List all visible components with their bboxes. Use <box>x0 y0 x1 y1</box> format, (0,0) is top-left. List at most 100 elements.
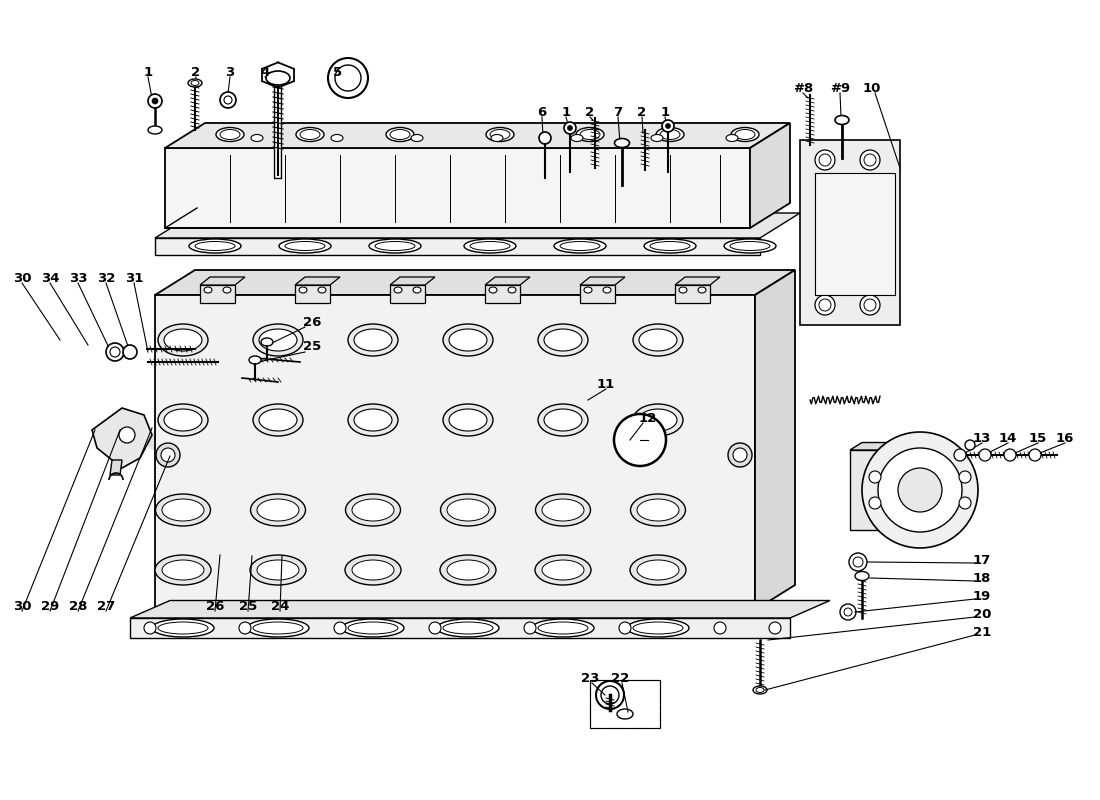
Bar <box>590 680 660 728</box>
Polygon shape <box>485 285 520 303</box>
Circle shape <box>849 553 867 571</box>
Ellipse shape <box>754 686 767 694</box>
Ellipse shape <box>486 127 514 142</box>
Ellipse shape <box>491 134 503 142</box>
Ellipse shape <box>253 404 302 436</box>
Polygon shape <box>675 277 720 285</box>
Ellipse shape <box>538 622 588 634</box>
Ellipse shape <box>251 134 263 142</box>
Ellipse shape <box>257 499 299 521</box>
Polygon shape <box>750 123 790 228</box>
Circle shape <box>862 432 978 548</box>
Ellipse shape <box>390 130 410 139</box>
Ellipse shape <box>490 287 497 293</box>
Text: 1: 1 <box>143 66 153 78</box>
Text: 15: 15 <box>1028 431 1047 445</box>
Circle shape <box>524 622 536 634</box>
Polygon shape <box>130 618 790 638</box>
Text: 2: 2 <box>191 66 200 78</box>
Text: 22: 22 <box>610 671 629 685</box>
Circle shape <box>220 92 236 108</box>
Ellipse shape <box>532 619 594 637</box>
Ellipse shape <box>632 324 683 356</box>
Ellipse shape <box>345 555 401 585</box>
Ellipse shape <box>189 239 241 253</box>
Ellipse shape <box>447 560 490 580</box>
Circle shape <box>662 120 674 132</box>
Polygon shape <box>580 277 625 285</box>
Ellipse shape <box>191 81 199 86</box>
Circle shape <box>614 414 666 466</box>
Ellipse shape <box>615 138 629 147</box>
Text: 17: 17 <box>972 554 991 566</box>
Ellipse shape <box>698 287 706 293</box>
Ellipse shape <box>735 130 755 139</box>
Polygon shape <box>165 148 750 228</box>
Ellipse shape <box>158 324 208 356</box>
Ellipse shape <box>437 619 499 637</box>
Circle shape <box>119 427 135 443</box>
Ellipse shape <box>412 287 421 293</box>
Ellipse shape <box>449 409 487 431</box>
Circle shape <box>728 443 752 467</box>
Ellipse shape <box>732 127 759 142</box>
Ellipse shape <box>627 619 689 637</box>
Ellipse shape <box>261 338 273 346</box>
Text: 25: 25 <box>302 341 321 354</box>
Text: 34: 34 <box>41 271 59 285</box>
Text: 19: 19 <box>972 590 991 602</box>
Polygon shape <box>390 285 425 303</box>
Circle shape <box>336 65 361 91</box>
Polygon shape <box>155 270 795 295</box>
Ellipse shape <box>724 239 776 253</box>
Text: 29: 29 <box>41 599 59 613</box>
Ellipse shape <box>660 130 680 139</box>
Polygon shape <box>130 601 830 618</box>
Ellipse shape <box>223 287 231 293</box>
Text: 11: 11 <box>597 378 615 390</box>
Ellipse shape <box>544 409 582 431</box>
Circle shape <box>619 622 631 634</box>
Ellipse shape <box>508 287 516 293</box>
Text: eurospares: eurospares <box>475 573 704 607</box>
Ellipse shape <box>639 409 676 431</box>
Ellipse shape <box>538 404 588 436</box>
Ellipse shape <box>220 130 240 139</box>
Ellipse shape <box>443 622 493 634</box>
Text: 1: 1 <box>660 106 670 118</box>
Polygon shape <box>165 123 790 148</box>
Ellipse shape <box>630 494 685 526</box>
Circle shape <box>860 150 880 170</box>
Circle shape <box>869 497 881 509</box>
Circle shape <box>564 122 576 134</box>
Ellipse shape <box>470 242 510 250</box>
Circle shape <box>123 345 138 359</box>
Ellipse shape <box>368 239 421 253</box>
Polygon shape <box>295 277 340 285</box>
Circle shape <box>328 58 369 98</box>
Ellipse shape <box>440 555 496 585</box>
Circle shape <box>239 622 251 634</box>
Ellipse shape <box>584 287 592 293</box>
Polygon shape <box>485 277 530 285</box>
Ellipse shape <box>250 555 306 585</box>
Circle shape <box>979 449 991 461</box>
Ellipse shape <box>560 242 600 250</box>
Ellipse shape <box>251 494 306 526</box>
Text: 2: 2 <box>585 106 595 118</box>
Ellipse shape <box>249 356 261 364</box>
Ellipse shape <box>188 79 202 87</box>
Circle shape <box>844 608 852 616</box>
Circle shape <box>898 468 942 512</box>
Ellipse shape <box>443 404 493 436</box>
Ellipse shape <box>637 499 679 521</box>
Ellipse shape <box>148 126 162 134</box>
Ellipse shape <box>679 287 688 293</box>
Ellipse shape <box>544 329 582 351</box>
Circle shape <box>224 96 232 104</box>
Polygon shape <box>850 442 927 450</box>
Circle shape <box>144 622 156 634</box>
Polygon shape <box>675 285 710 303</box>
Text: 12: 12 <box>639 411 657 425</box>
Ellipse shape <box>447 499 490 521</box>
